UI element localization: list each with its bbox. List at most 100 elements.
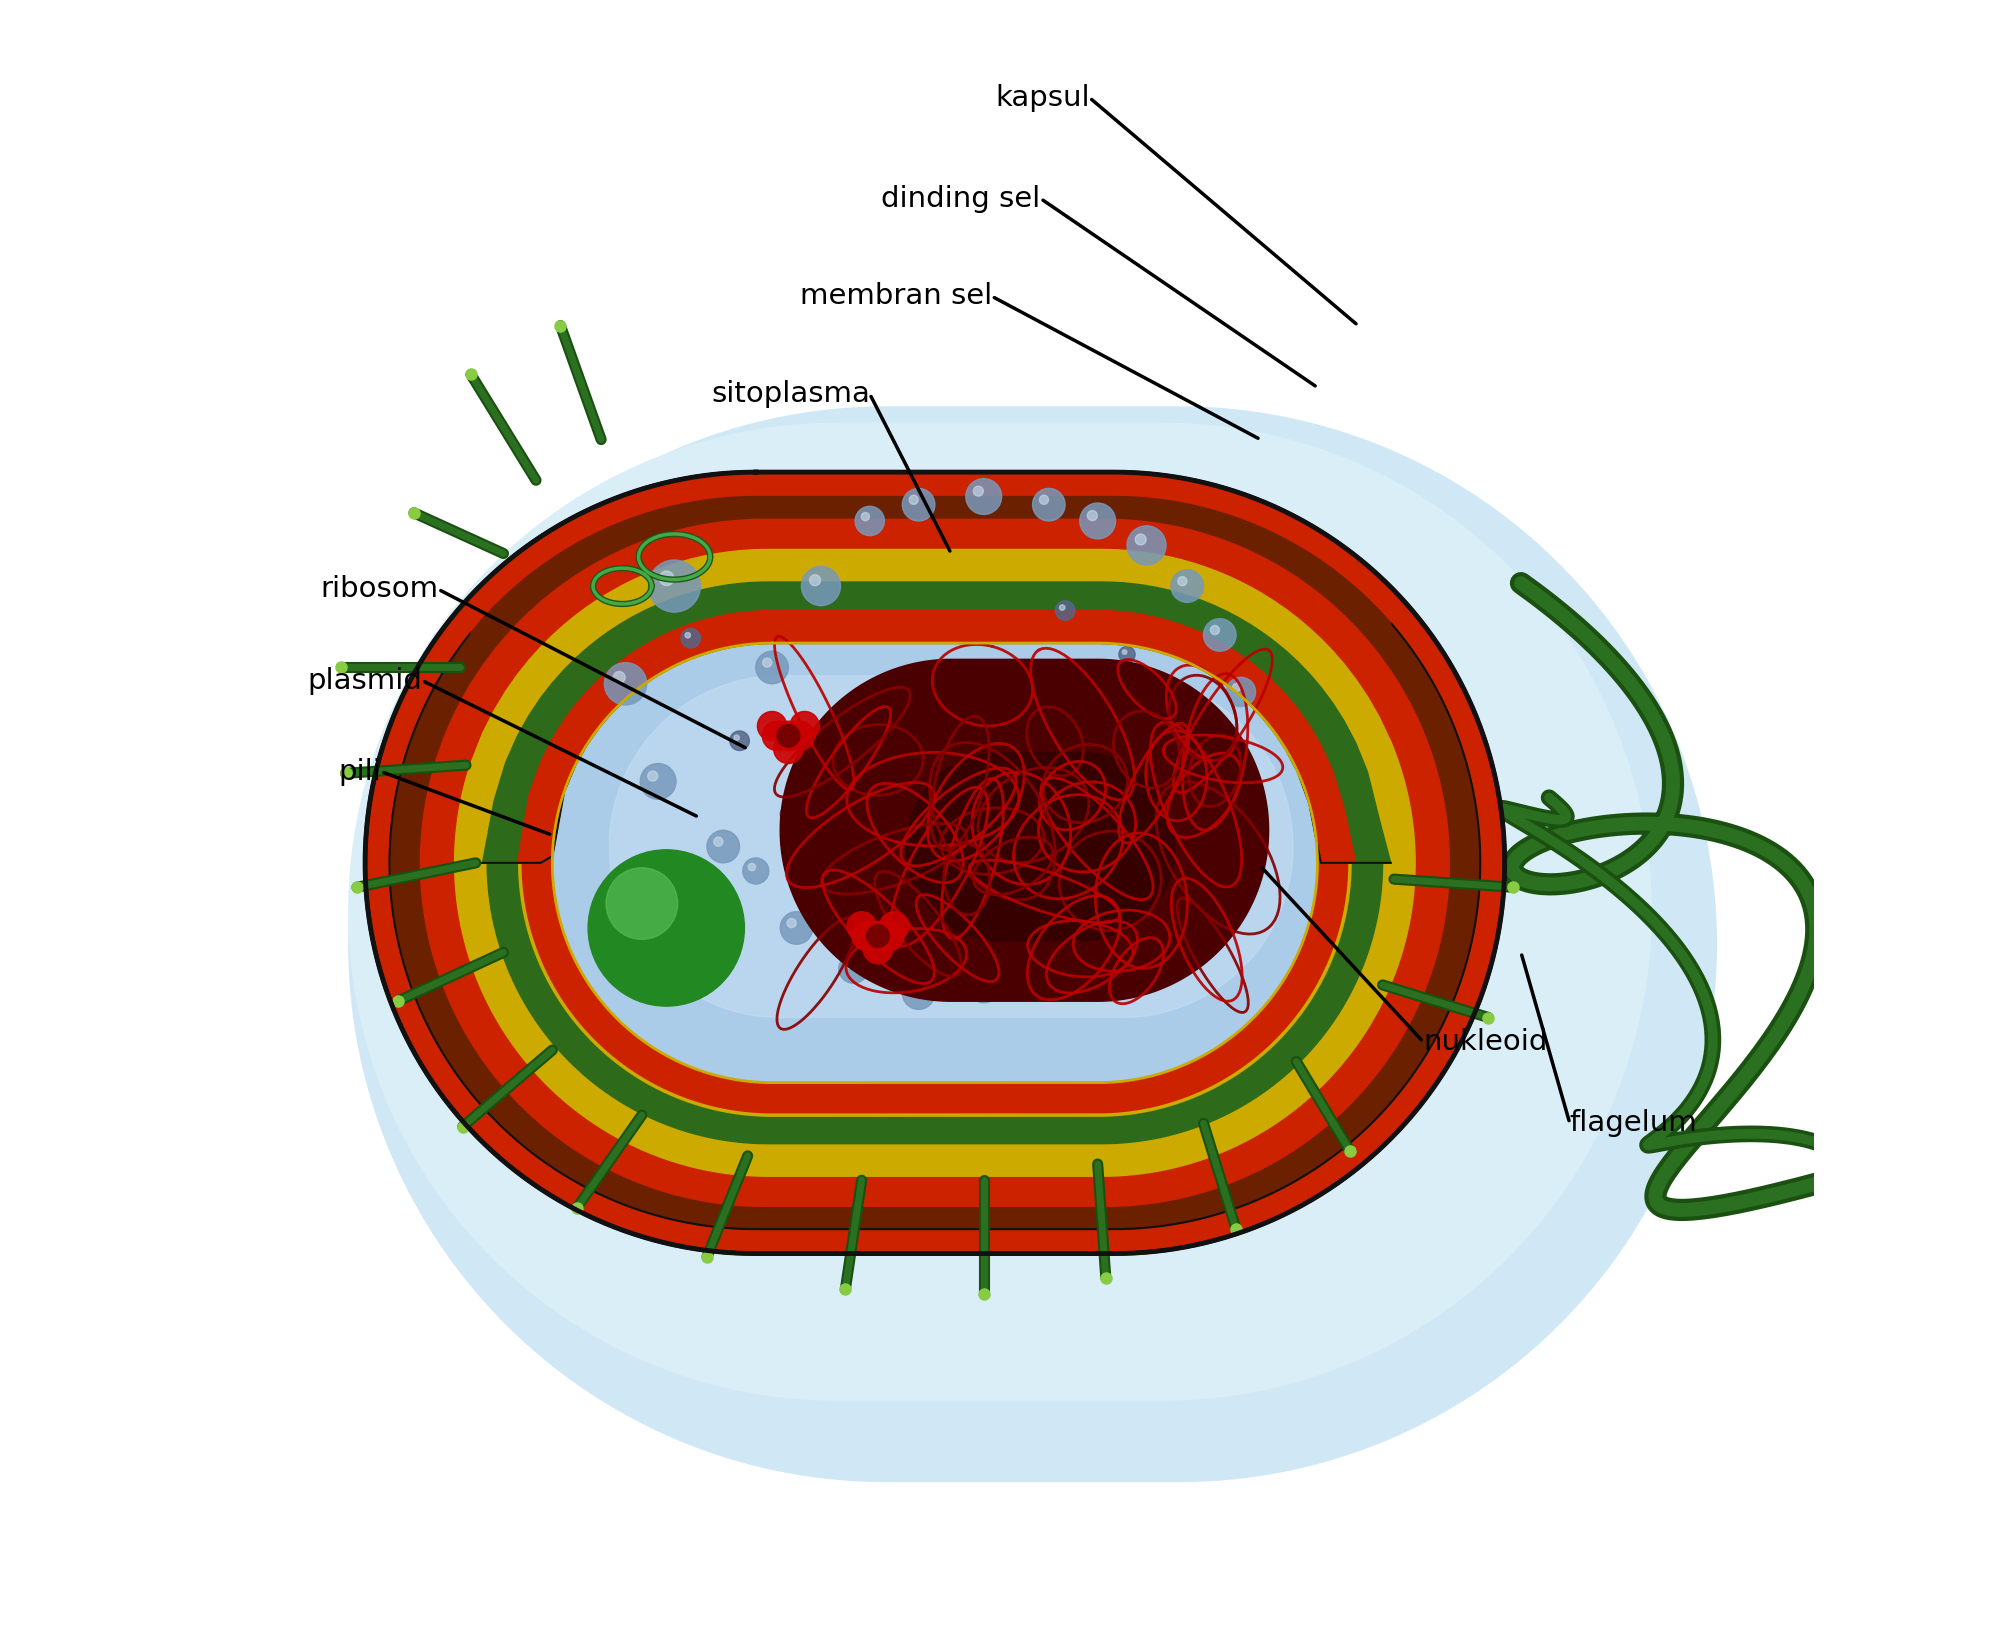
Circle shape bbox=[730, 731, 750, 751]
Circle shape bbox=[976, 980, 984, 988]
Circle shape bbox=[810, 575, 820, 586]
Circle shape bbox=[926, 920, 944, 936]
Circle shape bbox=[880, 912, 908, 941]
Circle shape bbox=[1006, 921, 1026, 941]
Circle shape bbox=[606, 868, 678, 939]
Circle shape bbox=[762, 721, 792, 751]
Circle shape bbox=[1118, 646, 1136, 663]
Circle shape bbox=[866, 925, 890, 947]
Circle shape bbox=[1084, 894, 1090, 899]
Circle shape bbox=[784, 809, 788, 814]
Circle shape bbox=[706, 830, 740, 863]
Circle shape bbox=[734, 736, 740, 741]
Circle shape bbox=[1212, 733, 1244, 765]
Circle shape bbox=[1126, 526, 1166, 565]
Circle shape bbox=[780, 806, 796, 822]
Text: ribosom: ribosom bbox=[320, 575, 438, 604]
Circle shape bbox=[1204, 619, 1236, 651]
Circle shape bbox=[1136, 837, 1156, 856]
Circle shape bbox=[588, 850, 744, 1006]
Circle shape bbox=[1088, 511, 1098, 521]
Circle shape bbox=[844, 961, 854, 969]
Circle shape bbox=[790, 711, 820, 741]
Circle shape bbox=[1154, 869, 1162, 879]
Circle shape bbox=[902, 977, 934, 1009]
Circle shape bbox=[1158, 715, 1162, 720]
Text: membran sel: membran sel bbox=[800, 282, 992, 311]
Circle shape bbox=[758, 711, 786, 741]
Circle shape bbox=[1032, 488, 1066, 521]
Polygon shape bbox=[470, 583, 1390, 863]
Circle shape bbox=[856, 506, 884, 536]
Circle shape bbox=[930, 923, 934, 928]
Polygon shape bbox=[366, 472, 1504, 1254]
Text: nukleoid: nukleoid bbox=[1424, 1027, 1548, 1057]
Circle shape bbox=[640, 764, 676, 799]
Circle shape bbox=[780, 912, 812, 944]
Circle shape bbox=[1170, 570, 1204, 602]
Polygon shape bbox=[470, 610, 1390, 863]
Circle shape bbox=[742, 858, 768, 884]
Circle shape bbox=[902, 488, 934, 521]
Circle shape bbox=[1218, 739, 1228, 749]
Polygon shape bbox=[552, 643, 1318, 1083]
Circle shape bbox=[648, 772, 658, 781]
Polygon shape bbox=[470, 550, 1390, 863]
Circle shape bbox=[838, 954, 868, 983]
Circle shape bbox=[1168, 777, 1184, 793]
Text: plasmid: plasmid bbox=[308, 666, 422, 695]
Polygon shape bbox=[906, 752, 1176, 941]
Circle shape bbox=[1080, 503, 1116, 539]
Circle shape bbox=[1188, 799, 1218, 829]
Circle shape bbox=[748, 863, 756, 871]
Circle shape bbox=[862, 513, 870, 521]
Polygon shape bbox=[780, 659, 1268, 1001]
Circle shape bbox=[1032, 952, 1066, 985]
Circle shape bbox=[966, 479, 1002, 514]
Circle shape bbox=[714, 837, 722, 847]
Circle shape bbox=[786, 721, 814, 751]
Circle shape bbox=[910, 495, 918, 505]
Circle shape bbox=[776, 724, 800, 747]
Text: pili: pili bbox=[338, 757, 382, 786]
Circle shape bbox=[910, 983, 918, 993]
Circle shape bbox=[1172, 780, 1176, 785]
Circle shape bbox=[1232, 684, 1240, 692]
Circle shape bbox=[1226, 677, 1256, 707]
Circle shape bbox=[1140, 842, 1146, 847]
Circle shape bbox=[974, 487, 984, 497]
Circle shape bbox=[1056, 601, 1074, 620]
Circle shape bbox=[848, 891, 854, 895]
Circle shape bbox=[614, 671, 626, 684]
Circle shape bbox=[1210, 625, 1220, 635]
Circle shape bbox=[1196, 806, 1204, 814]
Circle shape bbox=[1060, 606, 1064, 610]
Circle shape bbox=[1146, 863, 1180, 895]
Circle shape bbox=[970, 974, 998, 1003]
Circle shape bbox=[1100, 913, 1128, 943]
Circle shape bbox=[1040, 959, 1048, 969]
Polygon shape bbox=[420, 519, 1450, 1206]
Circle shape bbox=[648, 560, 700, 612]
Polygon shape bbox=[520, 610, 1350, 1115]
Polygon shape bbox=[454, 550, 1416, 1175]
Circle shape bbox=[680, 628, 700, 648]
Text: kapsul: kapsul bbox=[994, 83, 1090, 112]
Polygon shape bbox=[470, 497, 1390, 684]
Circle shape bbox=[756, 651, 788, 684]
Circle shape bbox=[1154, 710, 1172, 729]
Circle shape bbox=[852, 921, 882, 951]
Circle shape bbox=[774, 734, 804, 764]
Text: flagelum: flagelum bbox=[1570, 1109, 1698, 1138]
Circle shape bbox=[844, 886, 864, 905]
Circle shape bbox=[1082, 891, 1098, 907]
Circle shape bbox=[1040, 495, 1048, 505]
Circle shape bbox=[1106, 920, 1114, 928]
Circle shape bbox=[846, 912, 876, 941]
Circle shape bbox=[802, 567, 840, 606]
Circle shape bbox=[686, 633, 690, 638]
Circle shape bbox=[660, 571, 674, 586]
Polygon shape bbox=[470, 519, 1390, 764]
Circle shape bbox=[874, 921, 904, 951]
Polygon shape bbox=[610, 676, 1294, 1018]
